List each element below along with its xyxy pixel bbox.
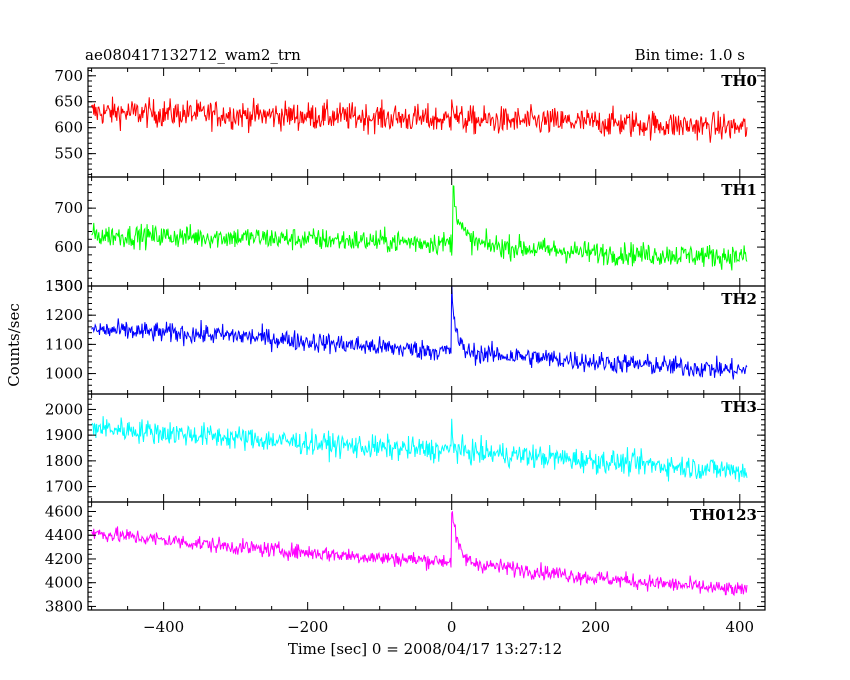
panel-frame (87, 285, 766, 395)
y-tick-label: 550 (54, 145, 83, 163)
x-tick-label: 0 (447, 618, 457, 636)
y-tick-label: 1100 (45, 335, 83, 353)
y-tick-label: 650 (54, 93, 83, 111)
y-tick-label: 4400 (45, 526, 83, 544)
x-tick-label: −400 (143, 618, 184, 636)
y-tick-label: 1000 (45, 365, 83, 383)
chart-title: ae080417132712_wam2_trn (85, 46, 301, 64)
y-tick-label: 600 (54, 238, 83, 256)
panel-th0: 550 600 650 700 TH0 (54, 67, 766, 178)
y-tick-label: 4200 (45, 550, 83, 568)
panel-th3: 1700 1800 1900 2000 TH3 (45, 393, 766, 503)
x-tick-label: 200 (581, 618, 610, 636)
series-line-th3 (91, 416, 748, 483)
series-line-th1 (91, 185, 748, 271)
x-tick-label: 400 (725, 618, 754, 636)
series-label-th0: TH0 (721, 72, 757, 90)
panel-frame (87, 501, 766, 611)
y-tick-label: 4000 (45, 574, 83, 592)
y-tick-label: 1800 (45, 452, 83, 470)
y-tick-label: 3800 (45, 597, 83, 615)
y-tick-label: 2000 (45, 400, 83, 418)
y-tick-label: 500 (54, 277, 83, 295)
series-label-th1: TH1 (721, 181, 757, 199)
series-label-th3: TH3 (721, 398, 757, 416)
y-axis-label: Counts/sec (5, 303, 23, 387)
series-label-th0123: TH0123 (690, 506, 757, 524)
y-tick-label: 1700 (45, 478, 83, 496)
x-axis-label: Time [sec] 0 = 2008/04/17 13:27:12 (288, 640, 562, 658)
x-tick-label: −200 (287, 618, 328, 636)
bin-time-label: Bin time: 1.0 s (635, 46, 745, 64)
series-label-th2: TH2 (721, 290, 757, 308)
series-line-th0 (91, 96, 748, 143)
y-tick-label: 4600 (45, 502, 83, 520)
y-tick-label: 700 (54, 67, 83, 85)
panel-th1: 500 600 700 TH1 (54, 176, 766, 295)
y-tick-label: 1900 (45, 426, 83, 444)
y-tick-label: 700 (54, 199, 83, 217)
y-tick-label: 600 (54, 119, 83, 137)
series-line-th0123 (91, 511, 748, 597)
series-line-th2 (91, 286, 748, 380)
panel-th2: 1000 1100 1200 1300 TH2 (45, 277, 766, 395)
y-tick-label: 1300 (45, 277, 83, 295)
panel-th0123: 3800 4000 4200 4400 4600 TH0123 (45, 501, 766, 615)
y-tick-label: 1200 (45, 306, 83, 324)
